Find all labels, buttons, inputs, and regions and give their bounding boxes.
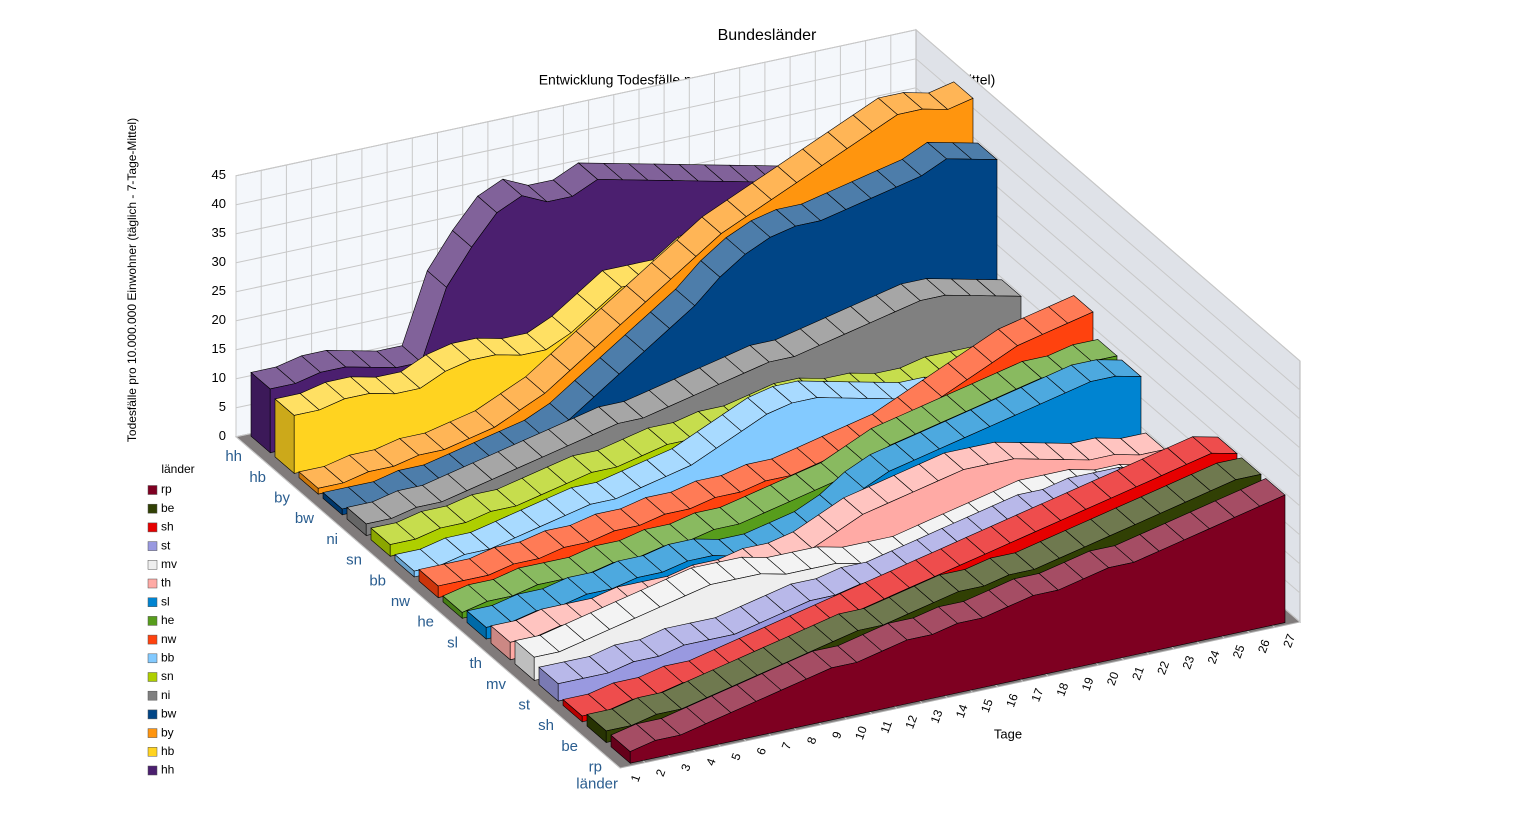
area (629, 494, 1286, 764)
x-tick-label: 6 (754, 745, 770, 756)
legend-label: sh (161, 520, 174, 534)
grid-line (235, 175, 621, 769)
z-tick-label: be (561, 738, 578, 755)
legend-label: be (161, 501, 175, 515)
z-tick-label: rp (589, 759, 602, 776)
legend-label: by (161, 725, 174, 739)
area (317, 97, 974, 495)
z-tick-label: hh (225, 448, 242, 465)
x-tick-label: 17 (1028, 686, 1046, 704)
legend-label: nw (161, 632, 177, 646)
z-tick-label: he (417, 614, 434, 631)
z-tick-label: th (469, 655, 482, 672)
y-tick-label: 20 (212, 312, 226, 327)
legend-swatch (147, 709, 158, 720)
x-tick-label: 11 (878, 718, 896, 735)
legend-swatch (147, 747, 158, 757)
x-axis-title: Tage (994, 726, 1022, 741)
legend-swatch (147, 541, 158, 551)
legend-label: bb (161, 650, 175, 664)
z-tick-label: ni (326, 531, 338, 548)
z-axis-title: länder (576, 775, 618, 792)
legend-swatch (147, 672, 158, 682)
legend-label: sn (161, 669, 174, 683)
x-tick-label: 4 (703, 756, 719, 767)
z-tick-label: sl (447, 634, 458, 651)
y-tick-label: 25 (212, 283, 226, 298)
z-tick-label: bb (369, 572, 386, 589)
x-tick-label: 14 (953, 702, 971, 720)
x-tick-label: 26 (1255, 637, 1273, 655)
x-tick-label: 8 (804, 735, 820, 746)
z-tick-label: hb (249, 469, 266, 486)
legend-swatch (147, 503, 158, 514)
y-tick-label: 5 (219, 399, 226, 414)
x-tick-label: 19 (1079, 675, 1097, 693)
z-tick-label: sh (538, 717, 554, 734)
x-tick-label: 23 (1180, 654, 1198, 672)
legend-swatch (147, 634, 158, 645)
legend-swatch (147, 578, 158, 589)
legend-swatch (147, 522, 158, 533)
x-tick-label: 24 (1205, 648, 1223, 666)
x-tick-label: 20 (1104, 670, 1122, 688)
legend-label: sl (161, 594, 170, 608)
y-tick-label: 45 (212, 167, 226, 182)
chart-title: Bundesländer (718, 27, 817, 44)
y-tick-label: 30 (212, 254, 226, 269)
legend-swatch (147, 690, 158, 701)
z-tick-label: sn (346, 552, 362, 569)
legend-label: rp (161, 482, 172, 496)
x-tick-label: 5 (728, 751, 744, 762)
z-tick-label: mv (486, 676, 506, 693)
x-tick-label: 7 (779, 740, 795, 751)
z-tick-label: nw (391, 593, 410, 610)
z-tick-label: by (274, 490, 290, 507)
y-tick-label: 35 (212, 225, 226, 240)
x-tick-label: 21 (1129, 664, 1147, 682)
legend-swatch (147, 597, 158, 607)
y-tick-label: 15 (212, 341, 226, 356)
x-tick-label: 1 (628, 772, 644, 783)
legend-label: ni (161, 688, 170, 702)
x-tick-label: 12 (902, 713, 920, 731)
legend-title: länder (161, 462, 194, 476)
x-tick-label: 27 (1280, 632, 1298, 650)
legend-swatch (147, 653, 158, 664)
x-tick-label: 25 (1230, 643, 1248, 661)
legend-label: he (161, 613, 175, 627)
area (581, 452, 1238, 723)
legend-label: hh (161, 763, 174, 777)
legend-swatch (147, 728, 158, 738)
x-tick-label: 10 (852, 724, 870, 742)
y-axis-title: Todesfälle pro 10.000.000 Einwohner (täg… (125, 118, 139, 442)
x-tick-label: 15 (978, 697, 996, 715)
y-tick-label: 10 (212, 370, 226, 385)
legend-label: st (161, 538, 171, 552)
legend-swatch (147, 560, 158, 570)
legend-label: bw (161, 707, 177, 721)
legend-label: hb (161, 744, 175, 758)
x-tick-label: 2 (653, 767, 669, 778)
legend-label: th (161, 576, 171, 590)
y-tick-label: 40 (212, 196, 226, 211)
z-tick-label: bw (295, 510, 314, 527)
x-tick-label: 16 (1003, 691, 1021, 709)
legend-swatch (147, 485, 158, 495)
x-tick-label: 3 (678, 762, 694, 773)
y-tick-label: 0 (219, 428, 226, 443)
x-tick-label: 18 (1054, 680, 1072, 698)
legend-swatch (147, 765, 158, 776)
legend-swatch (147, 616, 158, 626)
x-tick-label: 13 (928, 708, 946, 726)
x-tick-label: 9 (829, 729, 845, 740)
z-tick-label: st (518, 697, 531, 714)
x-tick-label: 22 (1154, 659, 1172, 677)
legend-label: mv (161, 557, 177, 571)
